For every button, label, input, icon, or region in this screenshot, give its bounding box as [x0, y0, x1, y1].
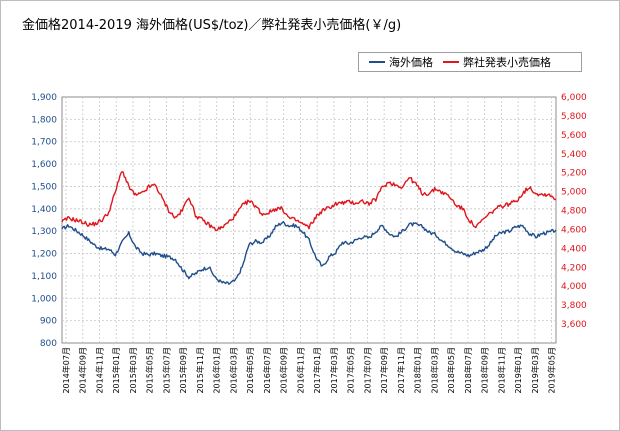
x-tick-label: 2015年05月 [145, 347, 155, 394]
y-right-tick-label: 4,400 [561, 244, 587, 254]
plot-area [61, 96, 557, 344]
y-left-tick-label: 800 [40, 339, 57, 349]
y-left-tick-label: 1,900 [31, 93, 57, 103]
x-tick-label: 2017年05月 [346, 347, 356, 394]
x-tick-label: 2018年11月 [496, 347, 506, 394]
y-left-tick-label: 1,700 [31, 138, 57, 148]
y-left-tick-label: 1,100 [31, 272, 57, 282]
y-right-tick-label: 3,800 [561, 301, 587, 311]
x-tick-label: 2018年07月 [463, 347, 473, 394]
x-tick-label: 2016年11月 [295, 347, 305, 394]
x-tick-label: 2014年09月 [78, 347, 88, 394]
y-left-tick-label: 1,400 [31, 205, 57, 215]
y-left-tick-label: 1,000 [31, 294, 57, 304]
x-tick-label: 2018年01月 [413, 347, 423, 394]
y-right-tick-label: 5,600 [561, 131, 587, 141]
x-tick-label: 2016年05月 [245, 347, 255, 394]
x-tick-label: 2019年03月 [530, 347, 540, 394]
chart-legend: 海外価格 弊社発表小売価格 [358, 52, 582, 72]
x-tick-label: 2017年11月 [396, 347, 406, 394]
x-tick-label: 2015年03月 [128, 347, 138, 394]
x-tick-label: 2016年03月 [228, 347, 238, 394]
y-right-tick-label: 4,200 [561, 263, 587, 273]
y-right-tick-label: 6,000 [561, 93, 587, 103]
y-right-tick-label: 5,200 [561, 169, 587, 179]
x-tick-label: 2019年05月 [547, 347, 557, 394]
y-right-tick-label: 5,800 [561, 112, 587, 122]
x-tick-label: 2018年03月 [429, 347, 439, 394]
x-tick-label: 2018年05月 [446, 347, 456, 394]
y-left-tick-label: 900 [40, 317, 57, 327]
legend-swatch-retail [443, 61, 459, 63]
x-tick-label: 2015年07月 [161, 347, 171, 394]
x-tick-label: 2014年11月 [94, 347, 104, 394]
legend-label-overseas: 海外価格 [389, 56, 433, 69]
y-right-tick-label: 4,000 [561, 282, 587, 292]
series-line-retail [61, 170, 557, 232]
x-tick-label: 2017年09月 [379, 347, 389, 394]
series-line-overseas [61, 220, 557, 285]
x-tick-label: 2015年01月 [111, 347, 121, 394]
legend-item-overseas: 海外価格 [369, 54, 433, 70]
y-right-tick-label: 4,600 [561, 225, 587, 235]
x-tick-label: 2016年01月 [212, 347, 222, 394]
x-tick-label: 2015年09月 [178, 347, 188, 394]
x-tick-label: 2016年09月 [279, 347, 289, 394]
legend-label-retail: 弊社発表小売価格 [463, 56, 551, 69]
y-left-tick-label: 1,500 [31, 182, 57, 192]
x-tick-label: 2017年07月 [362, 347, 372, 394]
y-left-tick-label: 1,300 [31, 227, 57, 237]
y-right-tick-label: 4,800 [561, 207, 587, 217]
x-tick-label: 2017年01月 [312, 347, 322, 394]
legend-item-retail: 弊社発表小売価格 [443, 54, 551, 70]
x-tick-label: 2019年01月 [513, 347, 523, 394]
x-tick-label: 2015年11月 [195, 347, 205, 394]
x-tick-label: 2014年07月 [61, 347, 71, 394]
y-right-tick-label: 5,000 [561, 188, 587, 198]
x-tick-label: 2016年07月 [262, 347, 272, 394]
y-left-tick-label: 1,200 [31, 250, 57, 260]
y-left-tick-label: 1,800 [31, 115, 57, 125]
y-left-tick-label: 1,600 [31, 160, 57, 170]
x-tick-label: 2018年09月 [480, 347, 490, 394]
y-right-tick-label: 3,600 [561, 320, 587, 330]
legend-swatch-overseas [369, 61, 385, 63]
chart-title: 金価格2014-2019 海外価格(US$/toz)／弊社発表小売価格(￥/g) [22, 18, 402, 33]
y-right-tick-label: 5,400 [561, 150, 587, 160]
x-tick-label: 2017年03月 [329, 347, 339, 394]
